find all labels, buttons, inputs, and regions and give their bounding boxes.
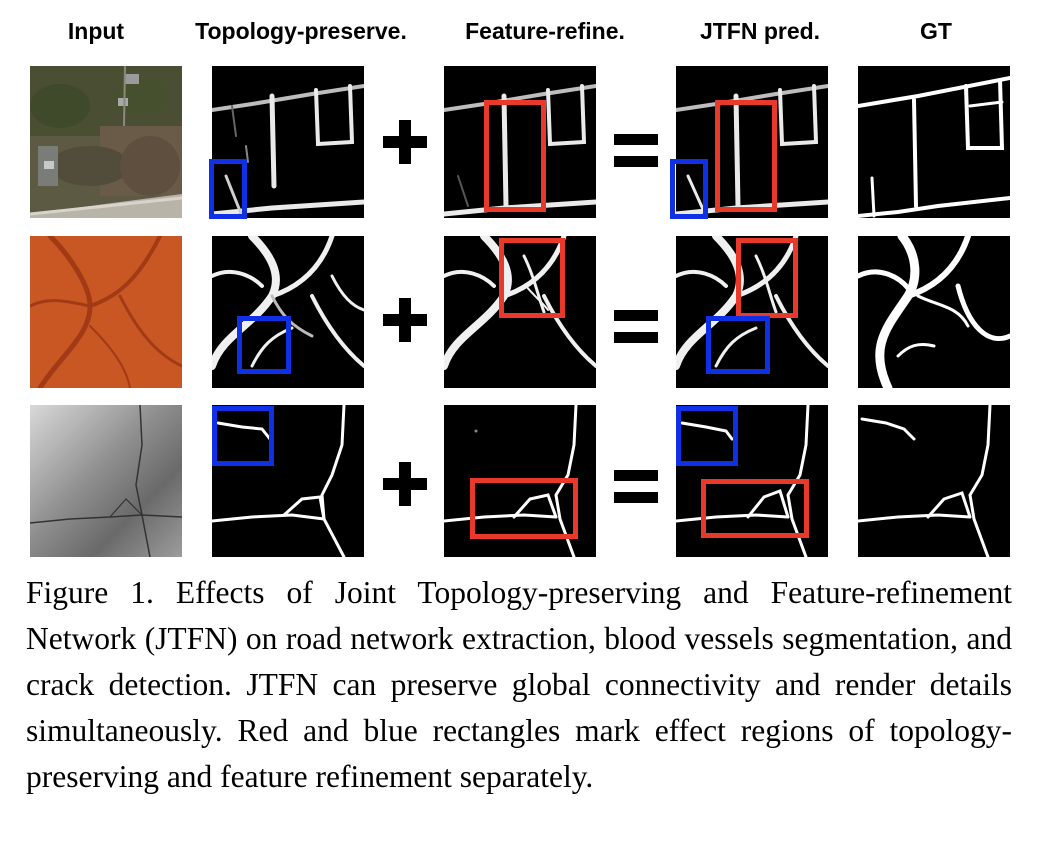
column-header-jtfn-pred: JTFN pred. <box>699 18 821 44</box>
blue-highlight-box <box>237 316 291 374</box>
plus-operator-icon <box>383 298 427 342</box>
red-highlight-box <box>499 238 565 318</box>
column-header-feature-refine: Feature-refine. <box>465 18 625 44</box>
red-highlight-box <box>470 478 578 539</box>
ground-truth-vessels <box>858 236 1010 388</box>
input-image-road <box>30 66 182 218</box>
ground-truth-crack <box>858 405 1010 557</box>
plus-operator-icon <box>383 462 427 506</box>
ground-truth-road <box>858 66 1010 218</box>
equals-operator-icon <box>614 134 658 170</box>
red-highlight-box <box>484 100 546 212</box>
equals-operator-icon <box>614 470 658 506</box>
blue-highlight-box <box>670 159 708 219</box>
topology-preserve-output-crack <box>212 405 364 557</box>
jtfn-prediction-road <box>676 66 828 218</box>
feature-refine-output-road <box>444 66 596 218</box>
input-image-retina <box>30 236 182 388</box>
equals-operator-icon <box>614 310 658 346</box>
plus-operator-icon <box>383 120 427 164</box>
column-header-topology-preserve: Topology-preserve. <box>195 18 407 44</box>
figure-caption: Figure 1. Effects of Joint Topology-pres… <box>26 575 1012 794</box>
blue-highlight-box <box>212 406 274 466</box>
red-highlight-box <box>701 479 809 538</box>
input-image-crack <box>30 405 182 557</box>
column-header-gt: GT <box>920 18 952 44</box>
red-highlight-box <box>715 100 777 212</box>
red-highlight-box <box>736 238 798 318</box>
topology-preserve-output-road <box>212 66 364 218</box>
blue-highlight-box <box>676 406 738 466</box>
blue-highlight-box <box>706 316 770 374</box>
blue-highlight-box <box>209 159 247 219</box>
jtfn-prediction-vessels <box>676 236 828 388</box>
column-header-input: Input <box>67 18 125 44</box>
